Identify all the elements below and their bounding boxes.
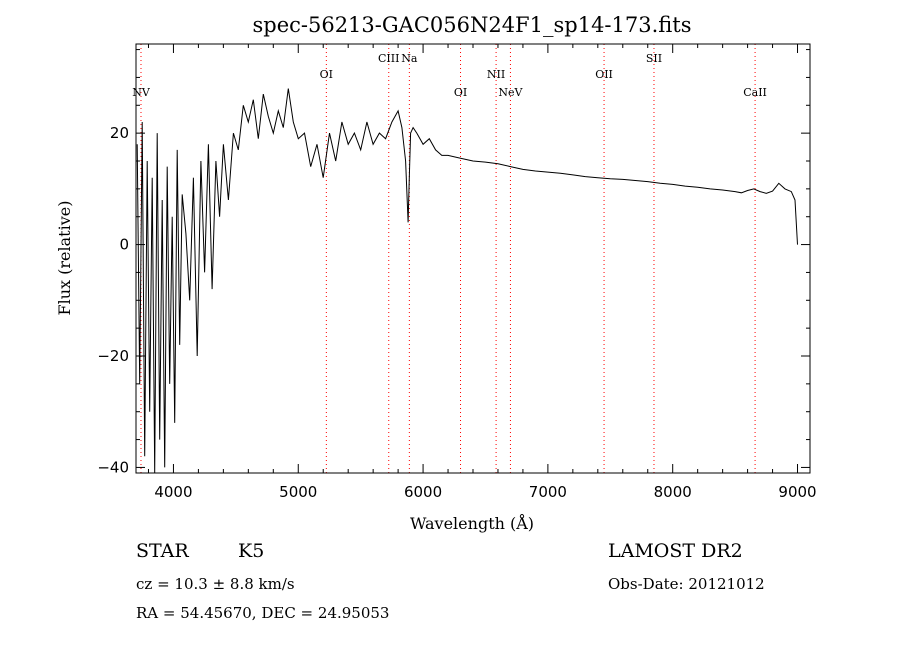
y-axis-label: Flux (relative) (55, 201, 74, 316)
emission-line-markers: NV OI CIII Na OI NII NeV OII SII CaII (132, 44, 767, 473)
line-marker-label: NV (132, 86, 151, 99)
flux-series-line (136, 88, 798, 474)
x-axis-label: Wavelength (Å) (410, 513, 534, 533)
survey-label: LAMOST DR2 (608, 540, 743, 562)
obs-date: Obs-Date: 20121012 (608, 575, 765, 593)
line-marker-label: OI (454, 86, 467, 99)
y-tick-label: −40 (97, 458, 129, 476)
x-tick-label: 6000 (404, 483, 442, 501)
line-marker-label: OII (595, 68, 613, 81)
y-tick-label: −20 (97, 347, 129, 365)
x-tick-label: 5000 (279, 483, 317, 501)
object-type: STAR (136, 540, 189, 562)
plot-frame (135, 43, 811, 474)
y-tick-label: 20 (110, 124, 129, 142)
line-marker-label: SII (646, 52, 662, 65)
redshift-cz: cz = 10.3 ± 8.8 km/s (136, 575, 295, 593)
line-marker-label: CIII (378, 52, 399, 65)
axis-ticks: 4000 5000 6000 7000 8000 9000 −40 −20 0 20 (97, 44, 817, 501)
x-tick-label: 7000 (529, 483, 567, 501)
y-tick-label: 0 (119, 236, 129, 254)
line-marker-label: OI (320, 68, 333, 81)
line-marker-label: Na (401, 52, 418, 65)
line-marker-label: CaII (743, 86, 767, 99)
line-marker-label: NeV (498, 86, 523, 99)
x-tick-label: 4000 (154, 483, 192, 501)
x-tick-label: 9000 (778, 483, 816, 501)
ra-dec-coordinates: RA = 54.45670, DEC = 24.95053 (136, 604, 390, 622)
line-marker-label: NII (487, 68, 505, 81)
chart-title: spec-56213-GAC056N24F1_sp14-173.fits (252, 13, 691, 37)
subclass: K5 (238, 540, 265, 562)
x-tick-label: 8000 (654, 483, 692, 501)
